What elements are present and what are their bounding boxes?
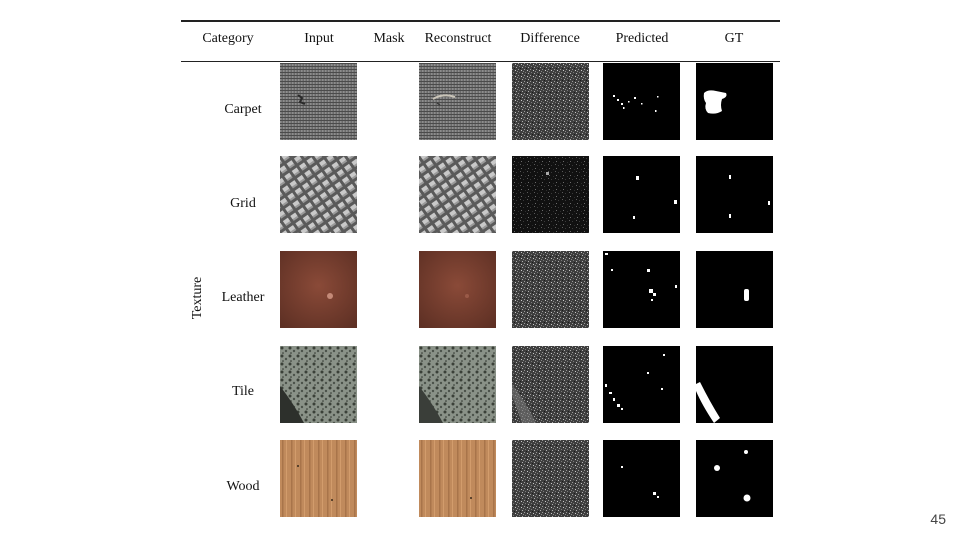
tile-predicted-mask	[603, 346, 680, 423]
header-difference: Difference	[520, 31, 580, 46]
grid-predicted-mask	[603, 156, 680, 233]
tile-difference-image	[512, 346, 589, 423]
leather-difference-image	[512, 251, 589, 328]
header-mask: Mask	[373, 31, 405, 46]
wood-input-image	[280, 440, 357, 517]
row-label-carpet: Carpet	[224, 102, 262, 117]
leather-reconstruct-image	[419, 251, 496, 328]
header-rule	[181, 61, 780, 62]
row-label-leather: Leather	[221, 290, 265, 305]
grid-gt-mask	[696, 156, 773, 233]
header-gt: GT	[724, 31, 744, 46]
carpet-predicted-mask	[603, 63, 680, 140]
page-number: 45	[930, 511, 946, 527]
leather-predicted-mask	[603, 251, 680, 328]
tile-gt-mask	[696, 346, 773, 423]
carpet-gt-mask	[696, 63, 773, 140]
wood-predicted-mask	[603, 440, 680, 517]
grid-difference-image	[512, 156, 589, 233]
row-label-tile: Tile	[231, 384, 255, 399]
top-rule	[181, 20, 780, 22]
leather-gt-mask	[696, 251, 773, 328]
wood-gt-mask	[696, 440, 773, 517]
row-label-grid: Grid	[230, 196, 256, 211]
carpet-reconstruct-image	[419, 63, 496, 140]
header-reconstruct: Reconstruct	[424, 31, 492, 46]
carpet-input-image	[280, 63, 357, 140]
header-predicted: Predicted	[615, 31, 669, 46]
carpet-difference-image	[512, 63, 589, 140]
wood-reconstruct-image	[419, 440, 496, 517]
tile-reconstruct-image	[419, 346, 496, 423]
header-input: Input	[304, 31, 334, 46]
group-label-texture: Texture	[190, 276, 205, 320]
wood-difference-image	[512, 440, 589, 517]
leather-input-image	[280, 251, 357, 328]
header-category: Category	[202, 31, 254, 46]
tile-input-image	[280, 346, 357, 423]
row-label-wood: Wood	[226, 479, 260, 494]
grid-reconstruct-image	[419, 156, 496, 233]
grid-input-image	[280, 156, 357, 233]
